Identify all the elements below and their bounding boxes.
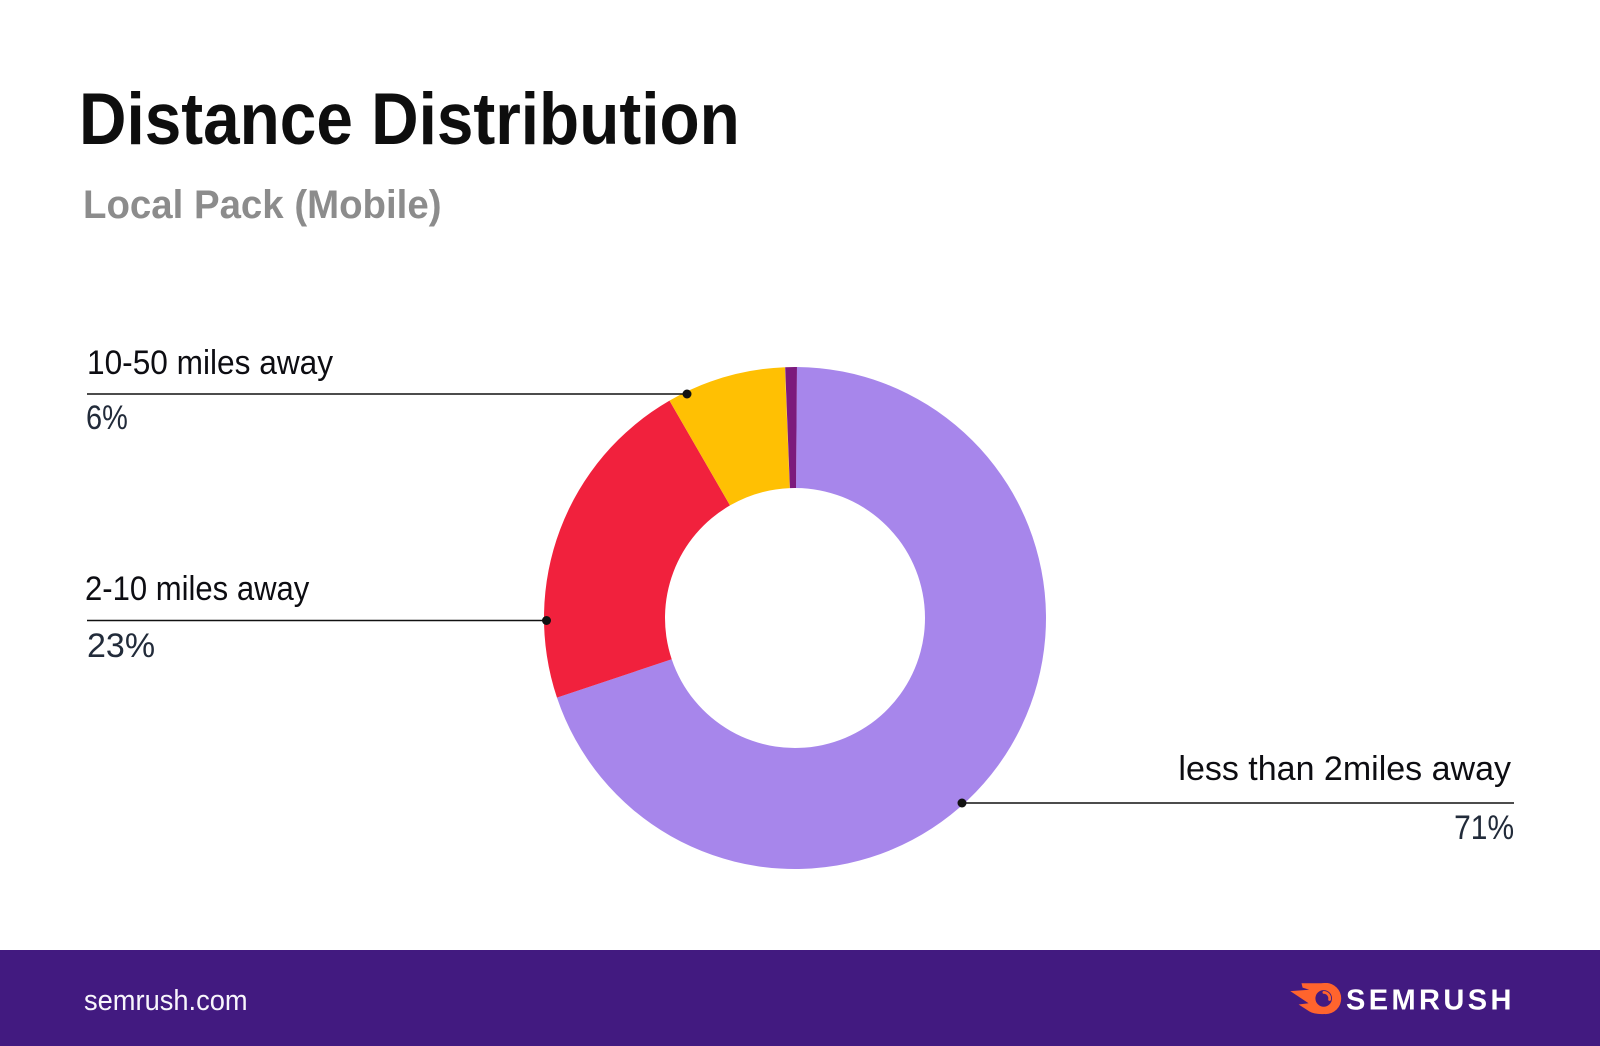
svg-text:SEMRUSH: SEMRUSH [1346, 985, 1515, 1017]
